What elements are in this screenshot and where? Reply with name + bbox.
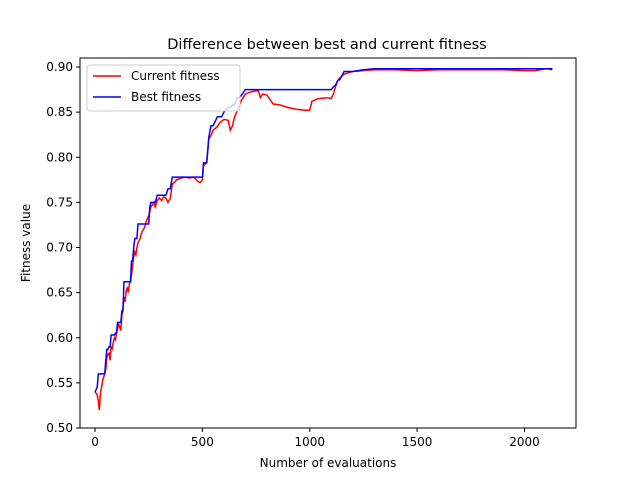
y-tick-label: 0.90: [46, 60, 73, 74]
y-tick-label: 0.75: [46, 195, 73, 209]
x-tick-label: 0: [91, 435, 99, 449]
series-line-1: [94, 68, 553, 393]
y-tick-label: 0.60: [46, 331, 73, 345]
y-tick-label: 0.80: [46, 150, 73, 164]
x-tick-label: 1000: [294, 435, 325, 449]
x-tick-label: 1500: [402, 435, 433, 449]
y-tick-label: 0.85: [46, 105, 73, 119]
legend-label-0: Current fitness: [131, 69, 220, 83]
legend-box: [86, 64, 241, 112]
y-axis-label: Fitness value: [19, 204, 33, 282]
y-axis-ticks: 0.50 0.55 0.60 0.65 0.70 0.75 0.80 0.85 0.90: [46, 60, 80, 435]
legend-label-1: Best fitness: [131, 90, 201, 104]
x-axis-ticks: 0 500 1000 1500 2000: [91, 428, 540, 449]
x-axis-label: Number of evaluations: [260, 456, 397, 470]
series-line-0: [94, 68, 553, 411]
y-tick-label: 0.50: [46, 421, 73, 435]
y-tick-label: 0.65: [46, 286, 73, 300]
chart-title: Difference between best and current fitn…: [167, 37, 487, 53]
plot-area-frame: [79, 57, 577, 429]
y-tick-label: 0.70: [46, 241, 73, 255]
x-tick-label: 500: [191, 435, 214, 449]
series-layer: [94, 68, 553, 411]
x-tick-label: 2000: [509, 435, 540, 449]
y-tick-label: 0.55: [46, 376, 73, 390]
legend: Current fitness Best fitness: [86, 64, 241, 112]
